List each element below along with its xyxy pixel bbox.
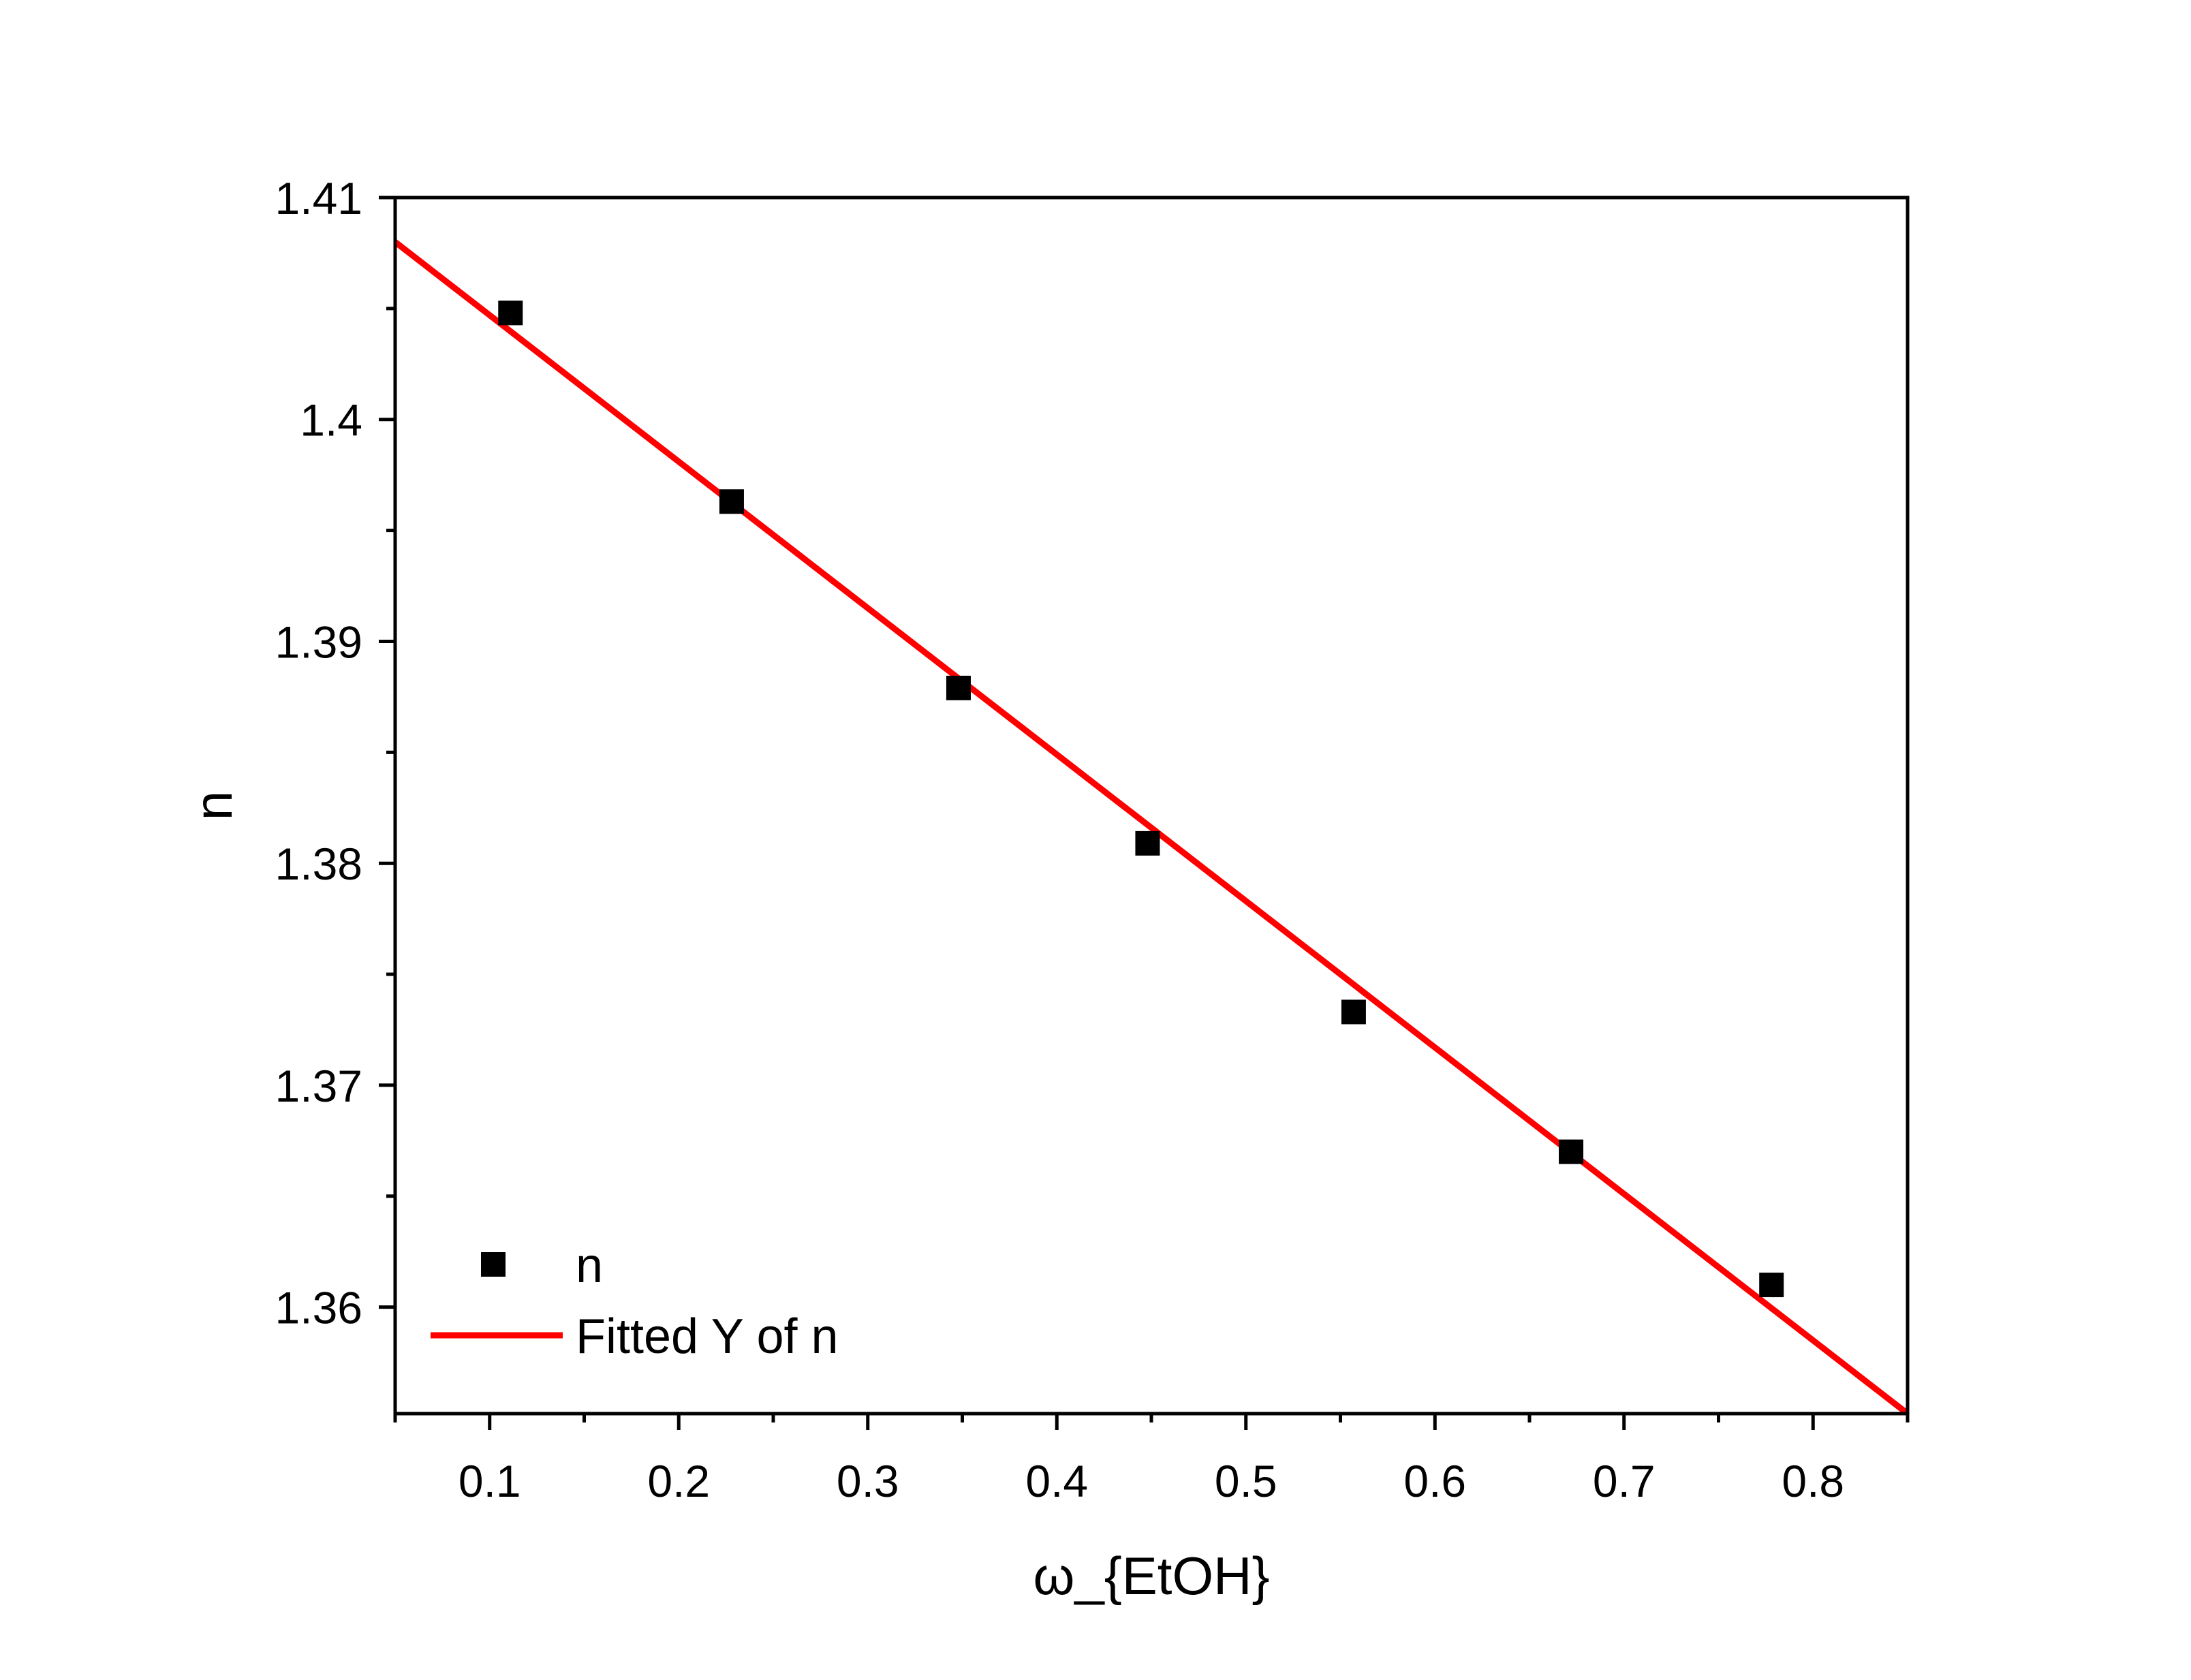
axes-layer: 0.1 0.2 0.3 0.4 0.5 0.6 0.7 0.8 1.36 1.37 1.38 1.39…	[275, 173, 1910, 1506]
y-tick-label: 1.38	[275, 839, 362, 889]
data-point	[1559, 1139, 1584, 1164]
x-tick-label: 0.5	[1215, 1456, 1277, 1506]
legend-label-fit: Fitted Y of n	[576, 1309, 839, 1364]
y-axis-title: n	[183, 791, 243, 820]
y-tick-label: 1.41	[275, 173, 362, 223]
data-point	[946, 675, 971, 700]
plot-layer	[395, 239, 1908, 1414]
x-tick-label: 0.4	[1025, 1456, 1088, 1506]
y-tick-label: 1.39	[275, 617, 362, 667]
x-tick-label: 0.7	[1593, 1456, 1656, 1506]
legend-label-n: n	[576, 1239, 603, 1293]
x-tick-label: 0.1	[459, 1456, 521, 1506]
data-point	[719, 489, 744, 514]
x-tick-label: 0.8	[1782, 1456, 1844, 1506]
data-point	[1135, 830, 1160, 856]
legend: n Fitted Y of n	[431, 1239, 839, 1364]
data-point	[498, 300, 523, 326]
x-tick-label: 0.6	[1403, 1456, 1466, 1506]
x-axis-title: ω_{EtOH}	[1033, 1546, 1269, 1606]
x-tick-label: 0.2	[647, 1456, 710, 1506]
data-point	[1759, 1273, 1784, 1298]
x-tick-label: 0.3	[837, 1456, 899, 1506]
fit-line	[395, 239, 1908, 1414]
y-tick-label: 1.37	[275, 1061, 362, 1111]
data-point	[1341, 999, 1366, 1025]
legend-marker-n	[481, 1252, 506, 1277]
y-tick-label: 1.4	[300, 395, 362, 446]
y-tick-label: 1.36	[275, 1283, 362, 1333]
